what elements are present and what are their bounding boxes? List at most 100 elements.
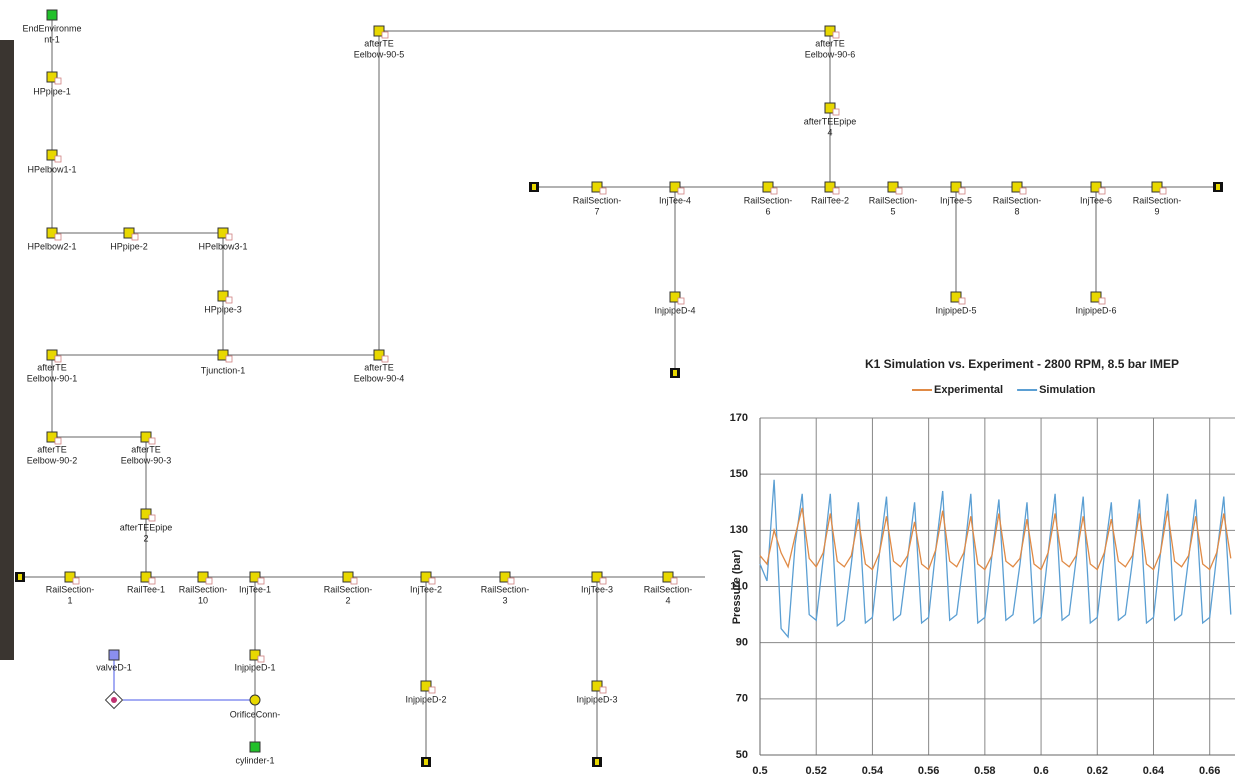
- component-badge: [149, 578, 155, 584]
- component-label: RailTee-2: [811, 195, 849, 205]
- x-tick-label: 0.54: [862, 765, 884, 774]
- component-label: 4: [827, 127, 832, 137]
- component-badge: [1099, 188, 1105, 194]
- component-label: RailSection-: [179, 584, 228, 594]
- component-label: valveD-1: [96, 662, 132, 672]
- component-label: 10: [198, 595, 208, 605]
- y-tick-label: 110: [730, 580, 748, 592]
- component-badge: [226, 356, 232, 362]
- component-label: 2: [143, 533, 148, 543]
- orifice-icon: [250, 695, 260, 705]
- component-badge: [382, 356, 388, 362]
- connection: [52, 15, 223, 355]
- y-tick-label: 50: [736, 749, 748, 761]
- component-label: InjTee-6: [1080, 195, 1112, 205]
- component-badge: [600, 188, 606, 194]
- valve-diamond-dot: [111, 697, 117, 703]
- component-label: RailSection-: [869, 195, 918, 205]
- x-tick-label: 0.52: [806, 765, 827, 774]
- component-badge: [55, 356, 61, 362]
- component-label: RailTee-1: [127, 584, 165, 594]
- component[interactable]: RailTee-2: [811, 182, 849, 205]
- component-label: InjpipeD-2: [405, 694, 446, 704]
- component-badge: [678, 188, 684, 194]
- component-badge: [508, 578, 514, 584]
- component-label: InjTee-3: [581, 584, 613, 594]
- component-label: RailSection-: [744, 195, 793, 205]
- x-tick-label: 0.6: [1033, 765, 1048, 774]
- component-icon: [250, 742, 260, 752]
- component-label: EndEnvironme: [22, 23, 81, 33]
- component[interactable]: HPelbow2-1: [27, 228, 76, 251]
- component-label: Eelbow-90-6: [805, 49, 856, 59]
- component[interactable]: InjpipeD-5: [935, 292, 976, 315]
- component-label: InjTee-5: [940, 195, 972, 205]
- component-label: Tjunction-1: [201, 365, 246, 375]
- component-label: HPelbow3-1: [198, 241, 247, 251]
- component-icon: [47, 10, 57, 20]
- legend-label: Simulation: [1039, 384, 1096, 396]
- component-badge: [55, 78, 61, 84]
- x-tick-label: 0.62: [1087, 765, 1108, 774]
- component-badge: [600, 578, 606, 584]
- component-label: InjpipeD-1: [234, 662, 275, 672]
- component[interactable]: cylinder-1: [235, 742, 274, 765]
- end-cap-inner: [673, 370, 677, 376]
- chart-background: [705, 338, 1235, 774]
- end-cap-inner: [532, 184, 536, 190]
- component-badge: [1020, 188, 1026, 194]
- component-badge: [959, 188, 965, 194]
- component-label: afterTEEpipe: [804, 116, 857, 126]
- component-label: HPelbow1-1: [27, 164, 76, 174]
- x-tick-label: 0.58: [974, 765, 995, 774]
- component-label: RailSection-: [324, 584, 373, 594]
- x-tick-label: 0.64: [1143, 765, 1165, 774]
- x-tick-label: 0.5: [752, 765, 767, 774]
- component-label: HPelbow2-1: [27, 241, 76, 251]
- end-cap-inner: [424, 759, 428, 765]
- component-label: afterTEEpipe: [120, 522, 173, 532]
- component-label: Eelbow-90-3: [121, 455, 172, 465]
- component-label: 7: [594, 206, 599, 216]
- component-label: 6: [765, 206, 770, 216]
- component-badge: [1099, 298, 1105, 304]
- component-label: afterTE: [131, 444, 161, 454]
- background-image-edge: [0, 40, 14, 660]
- component-label: Eelbow-90-2: [27, 455, 78, 465]
- component-label: afterTE: [37, 444, 67, 454]
- component-label: HPpipe-2: [110, 241, 148, 251]
- end-cap-inner: [595, 759, 599, 765]
- component-label: RailSection-: [481, 584, 530, 594]
- component-badge: [429, 687, 435, 693]
- component-badge: [132, 234, 138, 240]
- component[interactable]: Tjunction-1: [201, 350, 246, 375]
- component-label: cylinder-1: [235, 755, 274, 765]
- component[interactable]: RailTee-1: [127, 572, 165, 594]
- component-label: InjpipeD-6: [1075, 305, 1116, 315]
- y-tick-label: 70: [736, 693, 748, 705]
- component-label: InjpipeD-4: [654, 305, 695, 315]
- component-label: RailSection-: [644, 584, 693, 594]
- y-tick-label: 90: [736, 637, 748, 649]
- component-badge: [771, 188, 777, 194]
- component-badge: [671, 578, 677, 584]
- component-icon: [109, 650, 119, 660]
- legend-label: Experimental: [934, 384, 1003, 396]
- component-label: 4: [665, 595, 670, 605]
- component-badge: [206, 578, 212, 584]
- component-badge: [226, 297, 232, 303]
- x-tick-label: 0.66: [1199, 765, 1220, 774]
- component-badge: [600, 687, 606, 693]
- component-label: afterTE: [364, 38, 394, 48]
- y-tick-label: 150: [730, 468, 748, 480]
- x-tick-label: 0.56: [918, 765, 939, 774]
- component[interactable]: HPpipe-2: [110, 228, 148, 251]
- component-label: afterTE: [37, 362, 67, 372]
- component-badge: [73, 578, 79, 584]
- component[interactable]: InjpipeD-6: [1075, 292, 1116, 315]
- component-label: Eelbow-90-1: [27, 373, 78, 383]
- component-badge: [351, 578, 357, 584]
